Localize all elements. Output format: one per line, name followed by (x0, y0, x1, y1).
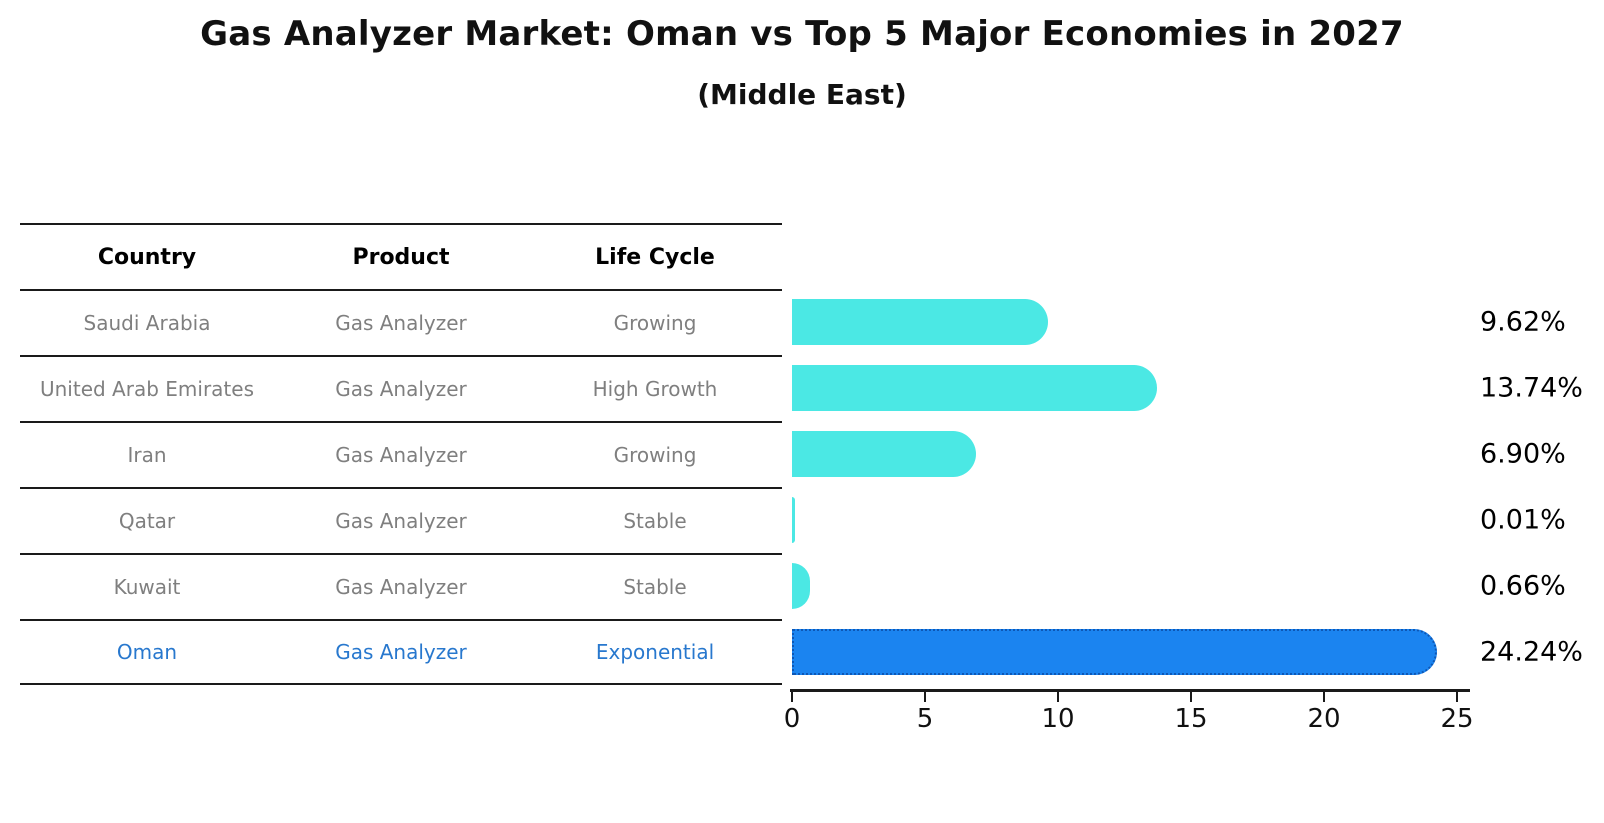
x-axis-tick (1056, 689, 1060, 702)
x-axis-tick-label: 25 (1440, 704, 1474, 734)
cell-country: Oman (116, 640, 178, 664)
cell-country: Saudi Arabia (83, 311, 211, 335)
cell-product: Gas Analyzer (335, 575, 467, 599)
cell-product: Gas Analyzer (335, 443, 467, 467)
x-axis-tick-label: 15 (1174, 704, 1208, 734)
x-axis-tick-label: 0 (783, 704, 801, 734)
bar-united-arab-emirates (792, 365, 1158, 411)
x-axis-tick-label: 10 (1041, 704, 1075, 734)
cell-life-cycle: Growing (613, 443, 697, 467)
cell-product: Gas Analyzer (335, 509, 467, 533)
table-row-qatar: Qatar Gas Analyzer Stable (20, 487, 782, 553)
value-label-iran: 6.90% (1480, 438, 1566, 470)
chart-subtitle: (Middle East) (697, 78, 907, 111)
table-row-kuwait: Kuwait Gas Analyzer Stable (20, 553, 782, 619)
x-axis-tick (1322, 689, 1326, 702)
table-header-row: Country Product Life Cycle (20, 223, 782, 289)
bar-iran (792, 431, 976, 477)
cell-country: United Arab Emirates (39, 377, 254, 401)
chart-title: Gas Analyzer Market: Oman vs Top 5 Major… (200, 14, 1404, 54)
value-label-kuwait: 0.66% (1480, 570, 1566, 602)
cell-product: Gas Analyzer (335, 640, 467, 664)
value-label-oman: 24.24% (1480, 636, 1583, 668)
table-row-saudi-arabia: Saudi Arabia Gas Analyzer Growing (20, 289, 782, 355)
bar-qatar (792, 497, 795, 543)
column-header-country: Country (97, 244, 197, 270)
table-row-oman: Oman Gas Analyzer Exponential (20, 619, 782, 685)
x-axis-tick (1455, 689, 1459, 702)
x-axis-tick (1189, 689, 1193, 702)
cell-life-cycle: Stable (623, 575, 687, 599)
x-axis-line (790, 689, 1470, 692)
cell-country: Qatar (118, 509, 176, 533)
column-header-life-cycle: Life Cycle (595, 244, 715, 270)
x-axis-tick-label: 20 (1307, 704, 1341, 734)
column-header-product: Product (352, 244, 450, 270)
cell-country: Iran (127, 443, 167, 467)
cell-life-cycle: Stable (623, 509, 687, 533)
bar-kuwait (792, 563, 810, 609)
x-axis-tick-label: 5 (916, 704, 934, 734)
cell-life-cycle: Growing (613, 311, 697, 335)
bar-oman (792, 629, 1437, 675)
cell-product: Gas Analyzer (335, 311, 467, 335)
value-label-saudi-arabia: 9.62% (1480, 306, 1566, 338)
value-label-united-arab-emirates: 13.74% (1480, 372, 1583, 404)
table-row-united-arab-emirates: United Arab Emirates Gas Analyzer High G… (20, 355, 782, 421)
cell-life-cycle: High Growth (592, 377, 718, 401)
x-axis-tick (923, 689, 927, 702)
x-axis-tick (790, 689, 794, 702)
value-label-qatar: 0.01% (1480, 504, 1566, 536)
table-row-iran: Iran Gas Analyzer Growing (20, 421, 782, 487)
summary-table: Country Product Life Cycle Saudi Arabia … (20, 223, 782, 685)
cell-life-cycle: Exponential (595, 640, 715, 664)
cell-country: Kuwait (113, 575, 181, 599)
cell-product: Gas Analyzer (335, 377, 467, 401)
bar-saudi-arabia (792, 299, 1048, 345)
